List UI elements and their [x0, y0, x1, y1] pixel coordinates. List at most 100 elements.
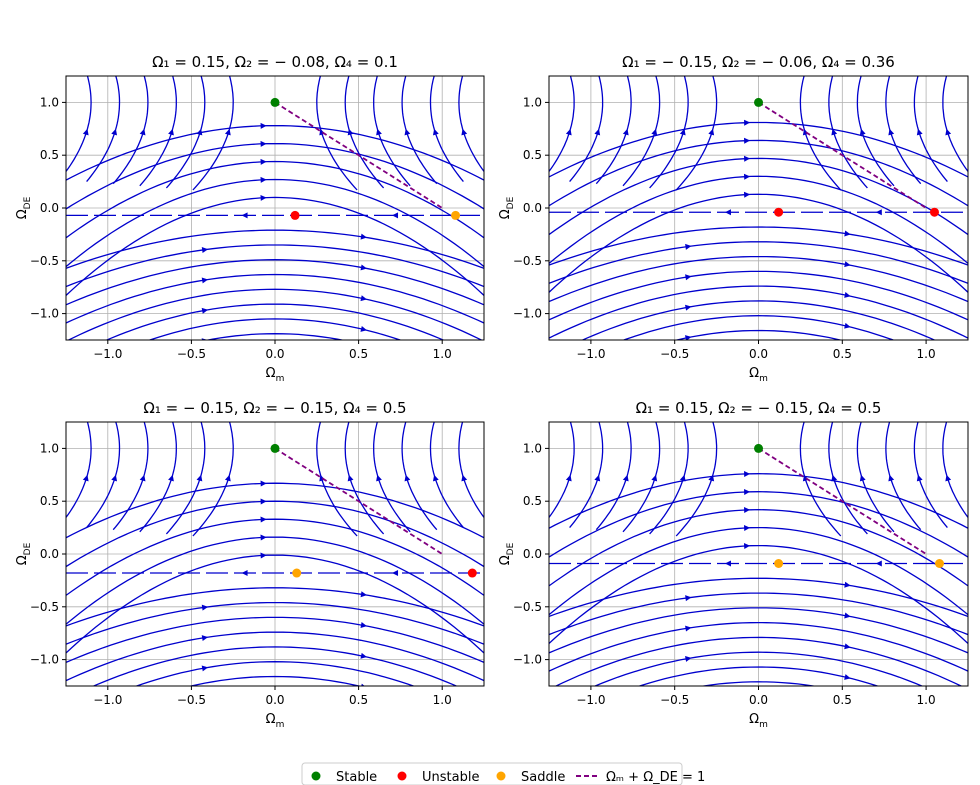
fixed-point-unstable [290, 210, 300, 220]
fixed-point-saddle [774, 559, 784, 569]
stream-arrow [260, 516, 267, 523]
x-tick-label: 0.5 [833, 347, 852, 361]
streamline [913, 76, 948, 183]
stream-arrow [875, 560, 882, 567]
x-axis-label: Ωm [749, 366, 768, 384]
stream-arrow [360, 295, 367, 302]
fixed-point-saddle [292, 568, 302, 578]
streamline [188, 675, 362, 686]
stream-arrow [744, 471, 751, 478]
streamline [885, 76, 922, 185]
stream-arrow [844, 643, 851, 650]
constraint-line [274, 447, 443, 555]
x-tick-label: −0.5 [660, 693, 689, 707]
x-tick-label: 0.5 [349, 693, 368, 707]
streamlines [537, 422, 980, 692]
stream-arrow [622, 128, 629, 136]
stream-arrow [82, 128, 89, 136]
streamline [549, 491, 968, 558]
streamline [192, 422, 234, 537]
stream-arrow [844, 674, 851, 680]
streamline [549, 508, 968, 587]
streamline [549, 255, 968, 303]
fixed-point-saddle [451, 210, 461, 220]
x-axis-label: Ωm [266, 712, 285, 730]
legend: Stable Unstable Saddle Ωₘ + Ω_DE = 1 [301, 762, 705, 785]
stream-arrow [679, 128, 686, 136]
streamline [699, 681, 818, 686]
stream-arrow [432, 474, 439, 482]
panel-1: −1.0 −0.5 0.0 0.5 1.0 1.0 0.5 0.0 −0.5 −1.0 Ωm ΩDE Ω… [15, 53, 485, 384]
stream-arrow [361, 683, 365, 686]
stream-arrow [392, 212, 399, 219]
stream-arrow [404, 128, 411, 136]
streamline [344, 422, 385, 535]
legend-frame [301, 762, 683, 785]
streamline [401, 422, 438, 531]
x-tick-label: 0.5 [349, 347, 368, 361]
streamline [147, 318, 403, 340]
streamline [549, 592, 968, 636]
grid [66, 76, 484, 340]
legend-label: Stable [336, 770, 377, 785]
streamline [192, 76, 234, 191]
stream-arrow [241, 212, 248, 219]
streamline [86, 76, 121, 183]
streamline [942, 422, 968, 519]
panels: −1.0 −0.5 0.0 0.5 1.0 1.0 0.5 0.0 −0.5 −1.0 Ωm ΩDE Ω… [15, 53, 980, 730]
stream-arrow [685, 304, 692, 311]
x-tick-label: −1.0 [576, 693, 605, 707]
streamline [942, 76, 968, 173]
streamline [549, 139, 968, 207]
streamline [885, 422, 922, 531]
stream-arrow [684, 335, 692, 340]
stream-arrow [201, 307, 209, 314]
stream-arrow [347, 128, 354, 136]
stream-arrow [537, 475, 543, 482]
streamline [649, 76, 689, 189]
stream-arrow [461, 128, 468, 136]
x-tick-label: −1.0 [576, 347, 605, 361]
fixed-point-stable [270, 97, 280, 107]
stream-arrow [743, 191, 751, 198]
stream-arrow [360, 233, 367, 240]
streamline [856, 76, 895, 187]
stream-arrow [111, 474, 118, 482]
legend-label: Unstable [422, 770, 479, 785]
fixed-point-stable [270, 443, 280, 453]
stream-arrow [685, 686, 691, 692]
stream-arrow [461, 474, 468, 482]
streamline [673, 329, 844, 340]
stream-arrow [376, 128, 382, 136]
stream-arrow [844, 581, 851, 588]
legend-label: Ωₘ + Ω_DE = 1 [606, 770, 705, 785]
stream-arrow [260, 552, 267, 559]
streamline [549, 193, 968, 294]
streamline [549, 175, 968, 265]
streamline [134, 661, 416, 686]
legend-marker-unstable [397, 771, 407, 781]
streamline [549, 121, 968, 178]
stream-arrow [679, 474, 686, 482]
y-tick-label: −1.0 [513, 307, 542, 321]
stream-arrow [724, 560, 731, 567]
stream-arrow [974, 475, 980, 482]
streamline [66, 601, 484, 645]
streamline [549, 422, 575, 519]
x-axis-label: Ωm [749, 712, 768, 730]
stream-arrow [111, 128, 118, 136]
x-tick-label: −0.5 [660, 347, 689, 361]
streamline [637, 666, 880, 686]
legend-marker-stable [311, 771, 321, 781]
constraint-line [274, 101, 443, 209]
panel-title: Ω₁ = − 0.15, Ω₂ = − 0.06, Ω₄ = 0.36 [622, 53, 895, 71]
streamline [66, 518, 484, 597]
stream-arrow [844, 292, 851, 298]
streamline [401, 76, 438, 185]
stream-arrow [685, 595, 692, 602]
streamline [86, 422, 121, 529]
x-tick-label: −0.5 [177, 347, 206, 361]
y-tick-label: 0.5 [523, 148, 542, 162]
streamline [165, 76, 206, 189]
